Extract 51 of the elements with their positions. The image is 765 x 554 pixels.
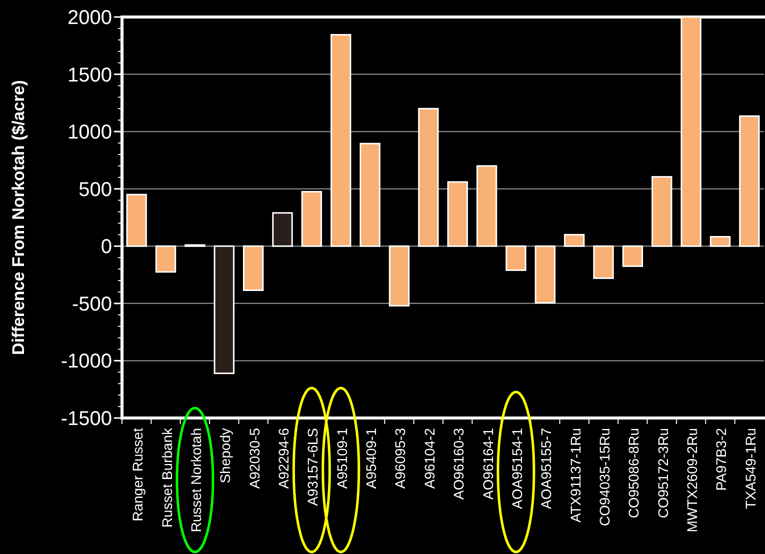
y-tick-label: 1500	[68, 64, 112, 86]
x-tick-label: A92294-6	[276, 428, 292, 489]
bar	[272, 212, 293, 247]
x-tick-label: TXA549-1Ru	[742, 428, 758, 509]
bar	[330, 34, 352, 247]
x-tick-label: Shepody	[217, 428, 234, 484]
y-tick-label: 1000	[68, 122, 112, 144]
bar	[301, 190, 322, 247]
bar	[447, 181, 468, 247]
bar	[388, 245, 410, 306]
x-tick-label: A95109-1	[334, 428, 350, 489]
x-tick-label: CO94035-15Ru	[596, 428, 612, 526]
bar	[418, 108, 439, 247]
bar	[534, 245, 556, 304]
bar	[652, 176, 672, 247]
x-tick-label: A95409-1	[363, 428, 380, 489]
x-tick-label: A93157-6LS	[304, 428, 321, 506]
bar	[506, 245, 526, 271]
y-tick-label: 0	[100, 236, 112, 258]
bar	[476, 165, 498, 247]
x-tick-label: CO95172-3Ru	[654, 428, 671, 518]
bar	[126, 194, 147, 247]
x-tick-label: AO96164-1	[480, 428, 496, 500]
bar	[360, 142, 380, 247]
bar	[710, 236, 731, 247]
y-tick-label: 500	[78, 178, 112, 201]
bar	[564, 234, 585, 247]
x-tick-label: A96095-3	[392, 428, 408, 489]
x-tick-label: AOA95155-7	[538, 428, 554, 509]
x-tick-label: AO96160-3	[450, 428, 467, 500]
x-tick-label: Russet Burbank	[158, 427, 175, 528]
x-tick-label: AOA95154-1	[508, 428, 525, 509]
bar	[593, 245, 614, 279]
x-tick-label: Russet Norkotah	[188, 428, 204, 532]
x-tick-label: PA97B3-2	[713, 428, 730, 491]
bar	[622, 245, 644, 267]
y-tick-label: -1000	[60, 350, 112, 373]
y-tick-label: -500	[72, 293, 112, 316]
x-tick-label: A92030-5	[246, 428, 262, 489]
x-tick-label: Ranger Russet	[130, 428, 146, 522]
bar	[155, 245, 176, 273]
y-tick-label: 2000	[68, 7, 112, 29]
y-tick-label: -1500	[60, 408, 112, 430]
x-tick-label: ATX91137-1Ru	[567, 428, 584, 522]
x-tick-label: MWTX2609-2Ru	[684, 428, 700, 532]
bar	[242, 245, 264, 292]
y-axis-title: Difference From Norkotah ($/acre)	[9, 80, 28, 355]
x-tick-label: CO95086-8Ru	[626, 428, 642, 518]
x-tick-label: A96104-2	[421, 428, 438, 489]
bar	[739, 115, 760, 247]
bar	[214, 245, 234, 374]
